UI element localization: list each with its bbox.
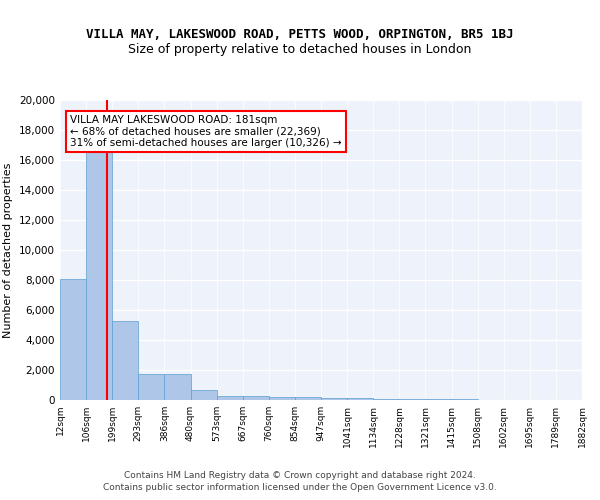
Bar [243, 396, 269, 400]
Bar [347, 398, 373, 400]
Text: Contains public sector information licensed under the Open Government Licence v3: Contains public sector information licen… [103, 484, 497, 492]
Bar [269, 397, 295, 400]
Bar [400, 399, 425, 400]
Bar [164, 374, 191, 400]
Bar [60, 278, 86, 400]
Bar [139, 374, 164, 400]
Bar [295, 398, 321, 400]
Bar [373, 398, 400, 400]
Bar [86, 152, 112, 400]
Bar [217, 396, 243, 400]
Bar [425, 399, 452, 400]
Bar [191, 390, 217, 400]
Text: VILLA MAY LAKESWOOD ROAD: 181sqm
← 68% of detached houses are smaller (22,369)
3: VILLA MAY LAKESWOOD ROAD: 181sqm ← 68% o… [70, 115, 342, 148]
Bar [112, 320, 139, 400]
Bar [321, 398, 347, 400]
Text: VILLA MAY, LAKESWOOD ROAD, PETTS WOOD, ORPINGTON, BR5 1BJ: VILLA MAY, LAKESWOOD ROAD, PETTS WOOD, O… [86, 28, 514, 40]
Y-axis label: Number of detached properties: Number of detached properties [4, 162, 13, 338]
Text: Size of property relative to detached houses in London: Size of property relative to detached ho… [128, 42, 472, 56]
Text: Contains HM Land Registry data © Crown copyright and database right 2024.: Contains HM Land Registry data © Crown c… [124, 471, 476, 480]
